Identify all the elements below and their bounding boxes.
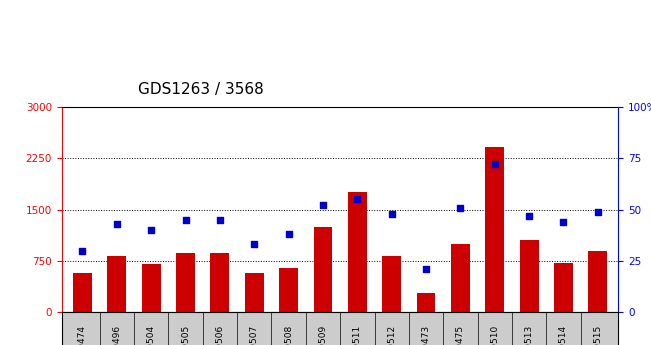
- Point: [77, 248, 88, 253]
- Bar: [210, 253, 229, 312]
- Bar: [107, 256, 126, 312]
- Text: GSM50507: GSM50507: [250, 325, 258, 345]
- Point: [180, 217, 191, 223]
- Point: [146, 227, 156, 233]
- Text: GSM50511: GSM50511: [353, 325, 362, 345]
- Point: [249, 242, 260, 247]
- Bar: [348, 193, 367, 312]
- Bar: [519, 240, 538, 312]
- Text: GSM50475: GSM50475: [456, 325, 465, 345]
- Point: [524, 213, 534, 218]
- Text: GSM50512: GSM50512: [387, 325, 396, 345]
- Text: GSM50513: GSM50513: [525, 325, 534, 345]
- Bar: [245, 273, 264, 312]
- Bar: [485, 147, 505, 312]
- Point: [283, 231, 294, 237]
- Bar: [142, 264, 161, 312]
- Text: GSM50515: GSM50515: [593, 325, 602, 345]
- Text: GSM50510: GSM50510: [490, 325, 499, 345]
- Bar: [382, 256, 401, 312]
- Bar: [589, 250, 607, 312]
- Point: [111, 221, 122, 227]
- Point: [387, 211, 397, 216]
- Point: [490, 162, 500, 167]
- Text: GSM50508: GSM50508: [284, 325, 293, 345]
- Text: GSM50506: GSM50506: [215, 325, 225, 345]
- Bar: [73, 273, 92, 312]
- Point: [592, 209, 603, 214]
- Point: [421, 266, 431, 272]
- Text: GSM50509: GSM50509: [318, 325, 327, 345]
- Bar: [176, 253, 195, 312]
- Text: GSM50474: GSM50474: [78, 325, 87, 345]
- Point: [455, 205, 465, 210]
- Bar: [279, 268, 298, 312]
- Text: GSM50505: GSM50505: [181, 325, 190, 345]
- Bar: [417, 293, 436, 312]
- Point: [559, 219, 569, 225]
- Bar: [451, 244, 470, 312]
- Text: GSM50496: GSM50496: [113, 325, 121, 345]
- Bar: [554, 263, 573, 312]
- Text: GSM50514: GSM50514: [559, 325, 568, 345]
- Point: [215, 217, 225, 223]
- Text: GDS1263 / 3568: GDS1263 / 3568: [138, 82, 264, 97]
- Text: GSM50504: GSM50504: [146, 325, 156, 345]
- Point: [352, 197, 363, 202]
- Text: GSM50473: GSM50473: [422, 325, 430, 345]
- Point: [318, 203, 328, 208]
- Bar: [314, 227, 333, 312]
